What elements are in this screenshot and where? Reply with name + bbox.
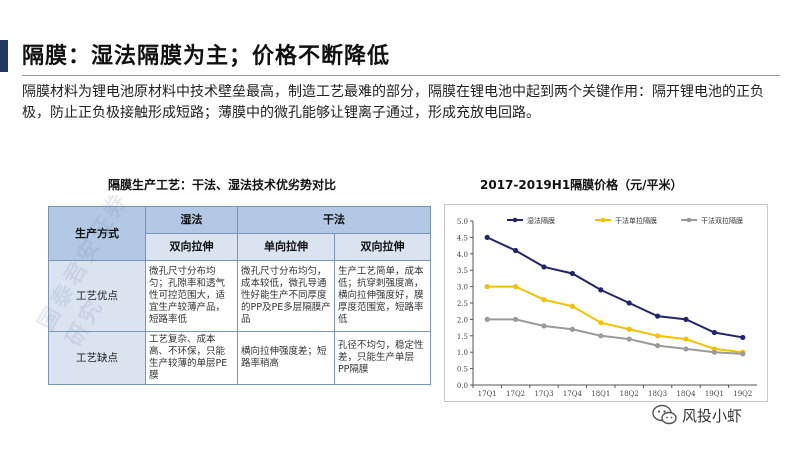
- series-line-0: [486, 236, 743, 339]
- data-point: [711, 329, 717, 336]
- legend-swatch-marker: [512, 217, 518, 223]
- data-point: [655, 343, 661, 349]
- y-tick-label: 3.0: [457, 284, 468, 292]
- intro-paragraph: 隔膜材料为锂电池原材料中技术壁垒最高，制造工艺最难的部分，隔膜在锂电池中起到两个…: [22, 84, 764, 121]
- data-point: [541, 264, 547, 270]
- cell-adv-dry-uni: 微孔尺寸分布均匀，成本较低，微孔导通性好能生产不同厚度的PP及PE多层隔膜产品: [237, 260, 335, 332]
- data-point: [569, 303, 575, 309]
- subheader-dry-uni: 单向拉伸: [237, 233, 335, 261]
- y-tick-label: 4.5: [457, 234, 468, 242]
- legend-label: 湿法隔膜: [527, 216, 555, 225]
- header-wet: 湿法: [144, 206, 239, 234]
- data-point: [513, 284, 519, 290]
- data-point: [513, 316, 519, 322]
- row-label-disadvantages: 工艺缺点: [48, 331, 146, 385]
- page-title: 隔膜：湿法隔膜为主；价格不断降低: [22, 44, 391, 69]
- row-label-advantages: 工艺优点: [48, 260, 146, 332]
- x-tick-label: 18Q4: [676, 390, 696, 398]
- x-tick-label: 19Q1: [705, 390, 724, 398]
- table-title: 隔膜生产工艺：干法、湿法技术优劣势对比: [108, 178, 337, 192]
- y-tick-label: 2.0: [457, 316, 468, 324]
- data-point: [683, 346, 689, 352]
- y-tick-label: 2.5: [457, 300, 468, 308]
- data-point: [626, 336, 632, 342]
- chart-title: 2017-2019H1隔膜价格（元/平米）: [480, 178, 683, 192]
- x-tick-label: 19Q2: [733, 390, 752, 398]
- x-tick-label: 18Q2: [620, 390, 639, 398]
- data-point: [711, 349, 717, 355]
- table-row: 工艺缺点 工艺复杂、成本高、不环保，只能生产较薄的单层PE膜 横向拉伸强度差；短…: [48, 331, 432, 385]
- data-point: [598, 287, 604, 293]
- x-tick-label: 17Q1: [478, 390, 497, 398]
- legend-swatch-marker: [600, 217, 606, 223]
- legend-label: 干法单拉隔膜: [615, 216, 657, 225]
- cell-dis-wet-bi: 工艺复杂、成本高、不环保，只能生产较薄的单层PE膜: [144, 331, 239, 385]
- footer-brand: 风投小虾: [652, 404, 742, 426]
- table-row: 工艺优点 微孔尺寸分布均匀；孔隙率和透气性可控范围大，适宜生产较薄产品，短路率低…: [48, 260, 432, 332]
- price-chart-frame: 0.0 0.5 1.0 1.5 2.0 2.5 3.0 3.5 4.0 4.5 5.0 17Q1 17Q…: [444, 204, 768, 402]
- data-point: [683, 336, 689, 342]
- y-tick-label: 1.0: [457, 349, 468, 357]
- data-point: [569, 326, 575, 332]
- cell-dis-dry-bi: 孔径不均匀，稳定性差，只能生产单层 PP隔膜: [333, 331, 432, 385]
- series-line-2: [487, 318, 743, 355]
- data-point: [484, 316, 490, 322]
- footer-brand-name: 风投小虾: [682, 406, 743, 425]
- data-point: [740, 351, 746, 357]
- y-tick-label: 0.5: [457, 366, 468, 374]
- wechat-icon: [652, 404, 677, 425]
- x-tick-label: 17Q3: [534, 390, 553, 398]
- y-tick-label: 3.5: [457, 267, 468, 275]
- subheader-wet-bi: 双向拉伸: [144, 233, 239, 261]
- data-point: [655, 333, 661, 339]
- data-point: [626, 300, 632, 306]
- title-divider: [22, 75, 780, 76]
- y-tick-label: 1.5: [457, 333, 468, 341]
- header-dry: 干法: [237, 206, 431, 234]
- y-tick-label: 0.0: [457, 382, 468, 390]
- table-subheader-row: 双向拉伸 单向拉伸 双向拉伸: [49, 233, 432, 261]
- x-tick-label: 17Q2: [506, 390, 525, 398]
- legend-label: 干法双拉隔膜: [701, 216, 743, 225]
- header-mode: 生产方式: [48, 206, 146, 261]
- data-point: [626, 326, 632, 332]
- cell-dis-dry-uni: 横向拉伸强度差；短路率稍高: [237, 331, 335, 385]
- data-point: [683, 316, 689, 322]
- data-point: [598, 320, 604, 326]
- series-line-1: [487, 285, 743, 354]
- data-point: [598, 333, 604, 339]
- data-point: [513, 247, 519, 254]
- data-point: [484, 234, 490, 240]
- data-point: [740, 334, 746, 341]
- legend-swatch-marker: [686, 217, 692, 223]
- cell-adv-wet-bi: 微孔尺寸分布均匀；孔隙率和透气性可控范围大，适宜生产较薄产品，短路率低: [144, 260, 239, 332]
- process-comparison-table: 生产方式 湿法 干法 双向拉伸 单向拉伸 双向拉伸 工艺优点 微孔尺寸分布均匀；…: [48, 206, 432, 385]
- data-point: [655, 313, 661, 319]
- x-tick-label: 18Q3: [648, 390, 667, 398]
- title-accent-bar: [0, 40, 8, 72]
- table-header-row: 生产方式 湿法 干法: [48, 206, 431, 261]
- x-tick-label: 17Q4: [563, 390, 583, 398]
- y-tick-label: 4.0: [457, 251, 468, 259]
- data-point: [541, 297, 547, 303]
- x-tick-label: 18Q1: [591, 390, 610, 398]
- y-tick-label: 5.0: [457, 218, 468, 226]
- data-point: [541, 323, 547, 329]
- price-line-chart: 0.0 0.5 1.0 1.5 2.0 2.5 3.0 3.5 4.0 4.5 5.0 17Q1 17Q…: [457, 216, 757, 398]
- subheader-dry-bi: 双向拉伸: [333, 233, 432, 261]
- data-point: [484, 284, 490, 290]
- data-point: [569, 270, 575, 277]
- cell-adv-dry-bi: 生产工艺简单，成本低；抗穿刺强度高，横向拉伸强度好，膜厚度范围宽，短路率低: [333, 260, 432, 332]
